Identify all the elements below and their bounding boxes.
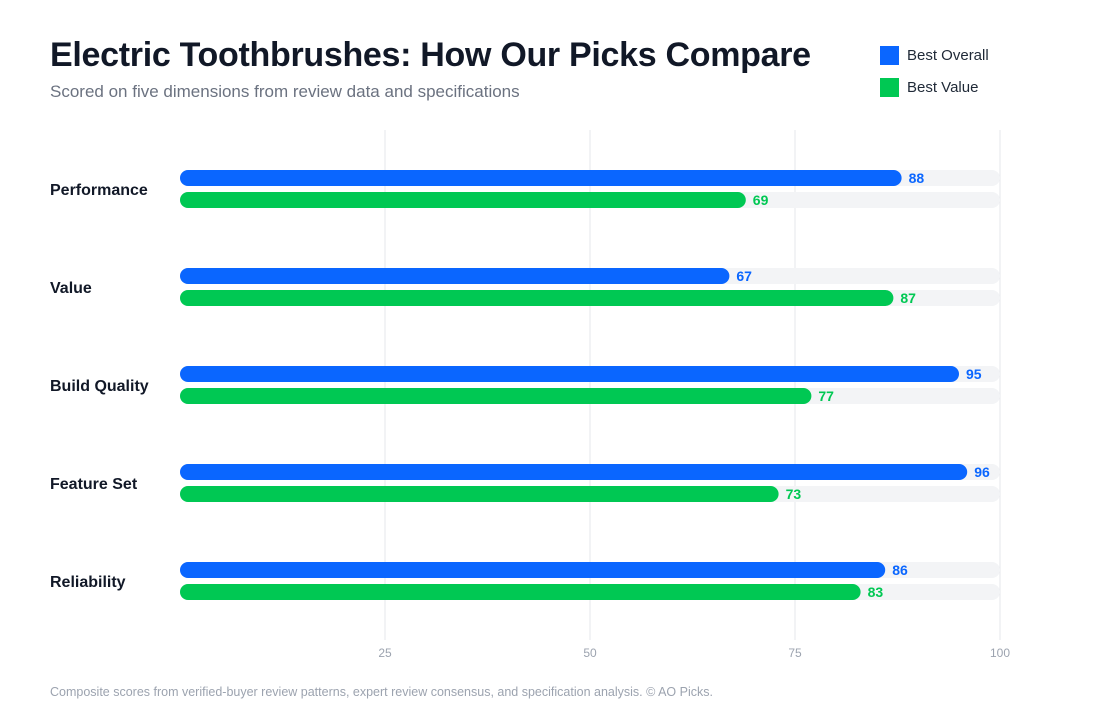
- category-label-value: Value: [50, 280, 92, 297]
- data-label-performance-best-overall: 88: [909, 170, 925, 186]
- data-label-build-quality-best-value: 77: [818, 388, 834, 404]
- legend: Best Overall Best Value: [880, 45, 989, 109]
- bar-feature-set-best-value: [180, 486, 779, 502]
- bar-reliability-best-overall: [180, 562, 886, 578]
- legend-label-best-value: Best Value: [907, 78, 979, 96]
- footnote: Composite scores from verified-buyer rev…: [50, 685, 713, 699]
- category-label-performance: Performance: [50, 182, 148, 199]
- legend-item-best-overall: Best Overall: [880, 45, 989, 65]
- data-label-build-quality-best-overall: 95: [966, 366, 982, 382]
- x-tick-label-75: 75: [788, 646, 802, 660]
- bar-build-quality-best-overall: [180, 366, 959, 382]
- x-tick-label-50: 50: [583, 646, 597, 660]
- data-label-value-best-overall: 67: [736, 268, 752, 284]
- bar-feature-set-best-overall: [180, 464, 968, 480]
- data-label-value-best-value: 87: [900, 290, 916, 306]
- bar-performance-best-value: [180, 192, 746, 208]
- legend-swatch-best-value: [880, 77, 899, 97]
- data-label-feature-set-best-overall: 96: [974, 464, 990, 480]
- x-tick-label-100: 100: [990, 646, 1010, 660]
- data-label-performance-best-value: 69: [753, 192, 769, 208]
- legend-swatch-best-overall: [880, 45, 899, 65]
- bar-reliability-best-value: [180, 584, 861, 600]
- legend-item-best-value: Best Value: [880, 77, 989, 97]
- bar-build-quality-best-value: [180, 388, 812, 404]
- data-label-feature-set-best-value: 73: [786, 486, 802, 502]
- legend-label-best-overall: Best Overall: [907, 46, 989, 64]
- chart-title: Electric Toothbrushes: How Our Picks Com…: [50, 36, 811, 74]
- category-label-build-quality: Build Quality: [50, 378, 149, 395]
- data-label-reliability-best-overall: 86: [892, 562, 908, 578]
- category-label-feature-set: Feature Set: [50, 476, 138, 493]
- category-label-reliability: Reliability: [50, 574, 126, 591]
- x-tick-label-25: 25: [378, 646, 392, 660]
- bar-performance-best-overall: [180, 170, 902, 186]
- chart-subtitle: Scored on five dimensions from review da…: [50, 82, 520, 101]
- data-label-reliability-best-value: 83: [868, 584, 884, 600]
- bar-value-best-overall: [180, 268, 730, 284]
- bar-value-best-value: [180, 290, 894, 306]
